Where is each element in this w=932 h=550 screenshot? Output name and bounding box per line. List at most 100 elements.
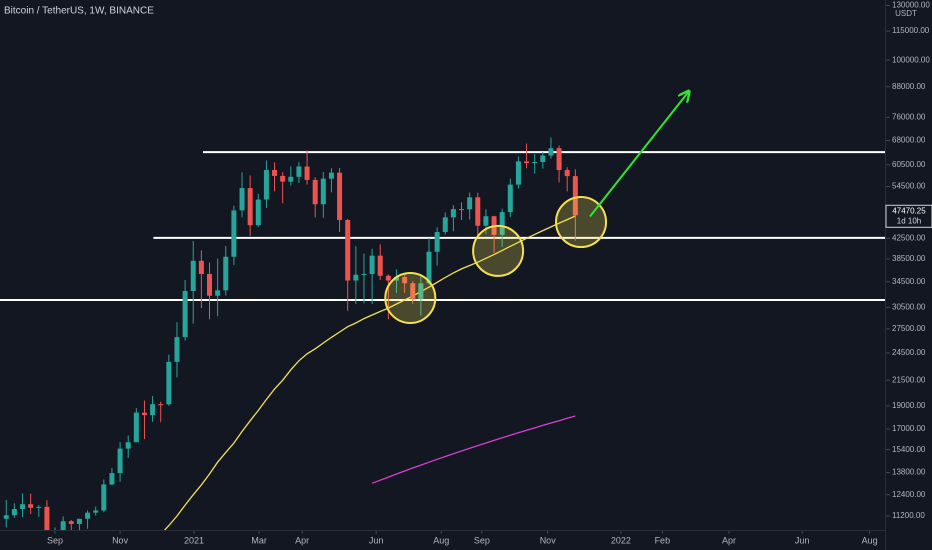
y-tick-label: 27500.00 (892, 324, 926, 333)
candle-body (272, 170, 278, 176)
y-tick-label: 54500.00 (892, 182, 926, 191)
candle-body (304, 166, 310, 180)
x-tick-label: Sep (47, 535, 63, 545)
candle-body (410, 283, 416, 299)
y-tick-label: 115000.00 (892, 26, 930, 35)
candle-body (93, 510, 99, 513)
candle-body (434, 232, 440, 252)
y-tick-label: 130000.00 (892, 1, 930, 10)
candle-body (572, 176, 578, 216)
y-tick-label: 76000.00 (892, 112, 926, 121)
x-tick-label: Apr (295, 535, 309, 545)
moving-average-line (163, 215, 576, 530)
candle-body (328, 172, 334, 179)
y-tick-label: 30500.00 (892, 302, 926, 311)
candle-body (141, 412, 147, 416)
y-tick-label: 19000.00 (892, 401, 926, 410)
last-price-label: 47470.25 (892, 206, 926, 215)
y-tick-label: 12400.00 (892, 490, 926, 499)
x-tick-label: Mar (251, 535, 267, 545)
candle-body (60, 521, 66, 530)
candle-body (556, 148, 562, 171)
candle-body (442, 217, 448, 233)
candle-body (117, 448, 123, 474)
candle-body (215, 290, 221, 296)
y-tick-label: 60500.00 (892, 160, 926, 169)
candle-body (296, 166, 302, 177)
candle-body (101, 484, 107, 511)
candle-body (288, 176, 294, 182)
y-tick-label: 21500.00 (892, 375, 926, 384)
candle-body (247, 188, 253, 226)
candle-body (255, 199, 261, 226)
candle-body (231, 210, 237, 257)
candle-body (174, 337, 180, 362)
x-tick-label: Jun (369, 535, 384, 545)
y-tick-label: 17000.00 (892, 424, 926, 433)
candle-body (483, 216, 489, 226)
candle-body (76, 518, 82, 524)
candle-body (263, 170, 269, 200)
x-tick-label: Nov (540, 535, 557, 545)
currency-label: USDT (895, 9, 917, 18)
highlight-circle (384, 272, 437, 325)
y-tick-label: 24500.00 (892, 348, 926, 357)
candle-body (345, 220, 351, 281)
y-tick-label: 100000.00 (892, 55, 930, 64)
y-tick-label: 42500.00 (892, 233, 926, 242)
x-tick-label: 2021 (184, 535, 204, 545)
candle-body (36, 506, 42, 508)
candle-body (467, 197, 473, 210)
x-tick-label: Aug (433, 535, 449, 545)
candle-body (361, 274, 367, 276)
candle-body (182, 290, 188, 338)
candle-body (459, 209, 465, 211)
candle-body (28, 504, 34, 508)
candle-body (133, 412, 139, 443)
candle-body (564, 170, 570, 177)
candle-body (548, 148, 554, 156)
highlight-circle (472, 224, 525, 277)
x-tick-label: 2022 (611, 535, 631, 545)
last-price-box (885, 204, 932, 228)
y-tick-label: 11200.00 (892, 511, 925, 520)
y-tick-label: 15400.00 (892, 445, 926, 454)
candle-body (198, 260, 204, 275)
x-tick-label: Nov (112, 535, 129, 545)
plot-area (0, 92, 885, 530)
candle-body (499, 212, 505, 235)
x-tick-label: Jun (795, 535, 810, 545)
candle-body (320, 178, 326, 205)
candle-body (475, 197, 481, 226)
y-tick-label: 13800.00 (892, 468, 926, 477)
candle-body (507, 184, 513, 213)
candle-body (515, 161, 521, 185)
y-tick-label: 88000.00 (892, 82, 926, 91)
candle-body (280, 175, 286, 182)
x-tick-label: Apr (722, 535, 736, 545)
x-tick-label: Sep (474, 535, 490, 545)
candle-body (223, 256, 229, 291)
candle-body (68, 521, 74, 524)
candle-body (207, 274, 213, 296)
x-tick-label: Aug (862, 535, 878, 545)
candle-body (450, 209, 456, 218)
candle-body (385, 275, 391, 281)
candle-body (3, 515, 9, 519)
candle-body (337, 172, 343, 221)
candle-body (239, 188, 245, 211)
candle-body (158, 404, 164, 406)
candle-body (353, 274, 359, 281)
countdown-label: 1d 10h (897, 216, 921, 225)
highlight-circle (555, 196, 608, 249)
projection-arrow (589, 92, 688, 218)
candle-body (44, 506, 50, 530)
candle-body (532, 162, 538, 164)
candle-body (377, 255, 383, 276)
candle-body (418, 283, 424, 299)
candle-body (109, 473, 115, 485)
candle-body (20, 504, 26, 510)
candle-body (426, 251, 432, 284)
